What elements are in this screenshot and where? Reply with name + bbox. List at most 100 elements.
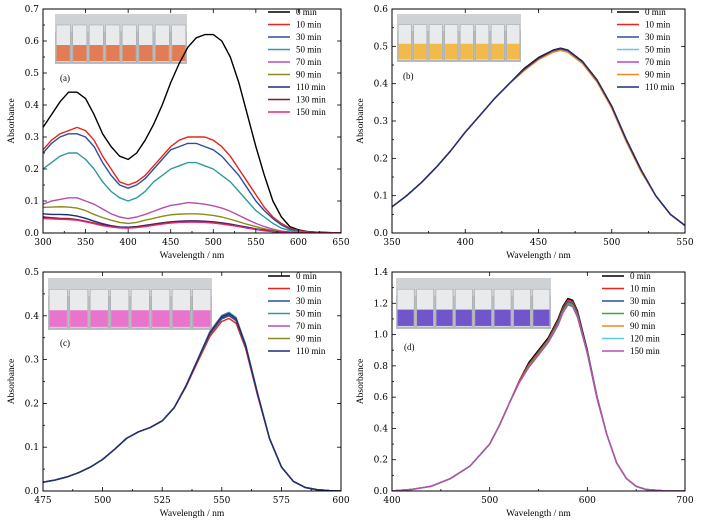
series-line-50-min bbox=[392, 48, 685, 227]
legend-label: 90 min bbox=[296, 70, 322, 80]
legend-label: 10 min bbox=[630, 284, 656, 294]
legend-label: 50 min bbox=[296, 45, 322, 55]
y-tick-label: 0.2 bbox=[374, 456, 388, 466]
x-tick-label: 550 bbox=[676, 238, 693, 248]
y-axis-title: Absorbance bbox=[356, 98, 366, 143]
y-axis-title: Absorbance bbox=[7, 359, 17, 404]
panel-label: (a) bbox=[60, 73, 70, 83]
y-tick-label: 0.8 bbox=[374, 362, 389, 372]
x-tick-label: 500 bbox=[481, 496, 498, 506]
x-tick-label: 700 bbox=[676, 496, 693, 506]
x-axis-title: Wavelength / nm bbox=[506, 509, 571, 519]
y-tick-label: 0.3 bbox=[25, 133, 40, 143]
series-line-60-min bbox=[392, 302, 685, 491]
y-tick-label: 0.5 bbox=[374, 42, 389, 52]
y-tick-label: 0.0 bbox=[25, 487, 40, 497]
legend-label: 0 min bbox=[645, 7, 666, 17]
cuvette-photo bbox=[48, 278, 212, 330]
x-tick-label: 600 bbox=[332, 496, 349, 506]
series-line-90-min bbox=[392, 49, 685, 227]
cuvette-photo bbox=[55, 14, 187, 64]
series-line-70-min bbox=[392, 49, 685, 227]
series-line-30-min bbox=[43, 133, 341, 233]
legend-label: 10 min bbox=[645, 20, 671, 30]
x-axis-title: Wavelength / nm bbox=[160, 509, 225, 519]
legend-label: 50 min bbox=[296, 309, 322, 319]
panel-d: 400 500 600 700 0.0 0.2 0.4 0.6 0.8 1.0 1.2 1.4 Wave… bbox=[356, 268, 694, 519]
series-line-10-min bbox=[43, 126, 341, 233]
legend-label: 30 min bbox=[645, 32, 671, 42]
series-line-10-min bbox=[392, 48, 685, 227]
x-tick-label: 575 bbox=[273, 496, 290, 506]
series-line-150-min bbox=[392, 304, 685, 491]
y-tick-label: 0.0 bbox=[25, 229, 40, 239]
y-tick-label: 0.7 bbox=[25, 5, 40, 15]
x-tick-label: 600 bbox=[290, 238, 307, 248]
y-tick-label: 0.0 bbox=[374, 487, 389, 497]
y-tick-label: 1.0 bbox=[374, 331, 389, 341]
legend-label: 110 min bbox=[645, 82, 675, 92]
y-tick-label: 0.2 bbox=[25, 399, 39, 409]
legend-label: 70 min bbox=[296, 57, 322, 67]
legend-label: 70 min bbox=[296, 321, 322, 331]
x-tick-label: 475 bbox=[34, 496, 51, 506]
panel-label: (b) bbox=[403, 71, 414, 81]
y-tick-label: 0.1 bbox=[25, 443, 39, 453]
series-line-110-min bbox=[392, 47, 685, 227]
cuvette-photo bbox=[396, 278, 551, 329]
y-tick-label: 0.4 bbox=[374, 424, 389, 434]
y-tick-label: 0.0 bbox=[374, 229, 389, 239]
x-tick-label: 400 bbox=[457, 238, 474, 248]
y-tick-label: 0.4 bbox=[25, 101, 40, 111]
series-line-0-min bbox=[392, 47, 685, 227]
legend-label: 150 min bbox=[296, 107, 326, 117]
series-line-10-min bbox=[43, 317, 341, 491]
legend-label: 110 min bbox=[296, 82, 326, 92]
panel-c: 475 500 525 550 575 600 0.0 0.1 0.2 0.3 0.4 0.5 Wave… bbox=[7, 268, 350, 519]
x-tick-label: 500 bbox=[205, 238, 222, 248]
legend-label: 120 min bbox=[630, 334, 660, 344]
y-tick-label: 0.2 bbox=[374, 154, 388, 164]
y-tick-label: 0.5 bbox=[25, 268, 40, 278]
legend-label: 0 min bbox=[296, 7, 317, 17]
legend-label: 50 min bbox=[645, 45, 671, 55]
x-tick-label: 450 bbox=[530, 238, 547, 248]
y-axis-title: Absorbance bbox=[356, 359, 366, 404]
legend-label: 10 min bbox=[296, 20, 322, 30]
x-tick-label: 400 bbox=[383, 496, 400, 506]
legend: 0 min 10 min 30 min 50 min 70 min 90 min 110 m… bbox=[617, 7, 675, 92]
x-tick-label: 350 bbox=[77, 238, 94, 248]
y-tick-label: 0.1 bbox=[25, 197, 39, 207]
legend-label: 110 min bbox=[296, 346, 326, 356]
y-tick-label: 0.6 bbox=[374, 5, 389, 15]
y-tick-label: 0.6 bbox=[374, 393, 389, 403]
series-line-70-min bbox=[43, 197, 341, 233]
y-tick-label: 0.4 bbox=[374, 80, 389, 90]
legend: 0 min 10 min 30 min 60 min 90 min 120 min 150 … bbox=[602, 271, 660, 356]
legend-label: 60 min bbox=[630, 309, 656, 319]
panel-b: 350 400 450 500 550 0.0 0.1 0.2 0.3 0.4 0.5 0.6 Wave… bbox=[356, 5, 694, 261]
x-tick-label: 400 bbox=[120, 238, 137, 248]
x-tick-label: 550 bbox=[247, 238, 264, 248]
x-tick-label: 450 bbox=[162, 238, 179, 248]
legend-label: 90 min bbox=[645, 70, 671, 80]
x-tick-label: 600 bbox=[579, 496, 596, 506]
y-tick-label: 0.5 bbox=[25, 69, 40, 79]
legend: 0 min 10 min 30 min 50 min 70 min 90 min 110 m… bbox=[268, 271, 326, 356]
panel-label: (d) bbox=[404, 342, 415, 352]
cuvette-photo bbox=[397, 14, 521, 62]
legend-label: 90 min bbox=[630, 321, 656, 331]
x-tick-label: 500 bbox=[94, 496, 111, 506]
legend-label: 0 min bbox=[630, 271, 651, 281]
legend-label: 90 min bbox=[296, 334, 322, 344]
x-tick-label: 500 bbox=[603, 238, 620, 248]
y-tick-label: 0.2 bbox=[25, 165, 39, 175]
y-axis-title: Absorbance bbox=[7, 98, 17, 143]
legend-label: 30 min bbox=[296, 32, 322, 42]
y-tick-label: 0.3 bbox=[374, 117, 389, 127]
x-tick-label: 350 bbox=[383, 238, 400, 248]
x-tick-label: 300 bbox=[34, 238, 51, 248]
y-tick-label: 0.4 bbox=[25, 312, 40, 322]
x-tick-label: 550 bbox=[213, 496, 230, 506]
